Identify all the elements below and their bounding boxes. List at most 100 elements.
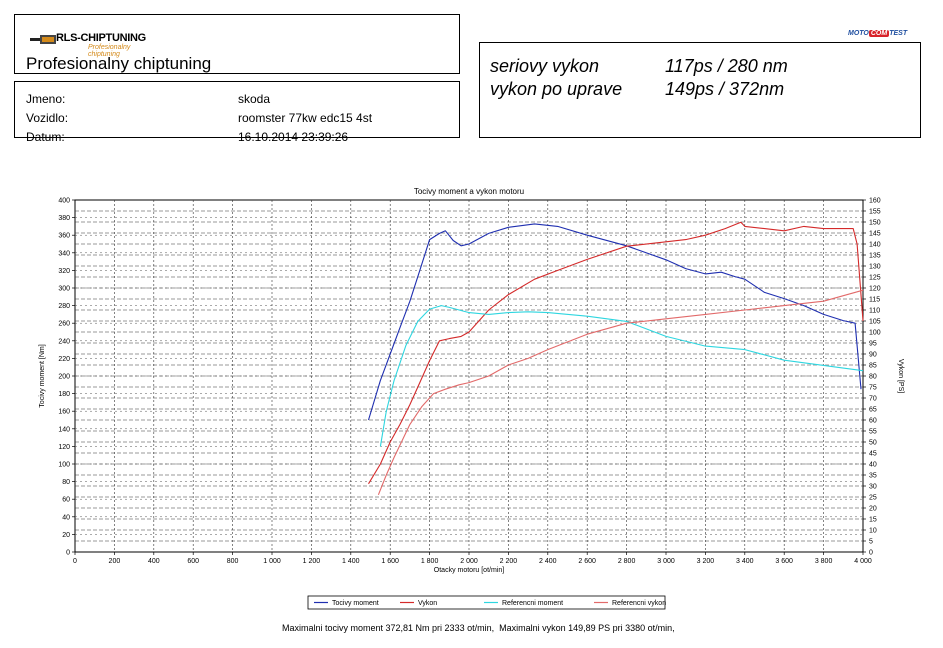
y-tick-label: 400: [58, 198, 70, 205]
x-tick-label: 200: [109, 558, 121, 565]
legend-label: Referencni moment: [502, 600, 563, 607]
x-tick-label: 1 800: [421, 558, 439, 565]
legend-label: Referencni vykon: [612, 600, 666, 607]
y-tick-label: 220: [58, 356, 70, 363]
y2-tick-label: 140: [869, 242, 881, 249]
x-tick-label: 2 000: [460, 558, 478, 565]
tuned-label: vykon po uprave: [490, 79, 623, 99]
y2-tick-label: 5: [869, 539, 873, 546]
vehicle-info-panel: [14, 81, 460, 138]
y2-tick-label: 85: [869, 363, 877, 370]
y2-tick-label: 0: [869, 550, 873, 557]
legend-label: Vykon: [418, 600, 437, 607]
y2-tick-label: 40: [869, 462, 877, 469]
motocom-part1: MOTO: [848, 30, 869, 37]
date-label: Datum:: [26, 130, 65, 144]
header-panel: [14, 14, 460, 74]
vehicle-label: Vozidlo:: [26, 111, 69, 125]
y-tick-label: 140: [58, 426, 70, 433]
y-tick-label: 300: [58, 286, 70, 293]
logo-mark-icon: [30, 35, 56, 44]
y2-tick-label: 50: [869, 440, 877, 447]
chart-title: Tocivy moment a vykon motoru: [414, 187, 524, 196]
motocom-part2: COM: [868, 30, 890, 37]
y2-tick-label: 90: [869, 352, 877, 359]
stock-value: 117ps / 280 nm: [665, 56, 788, 76]
y2-tick-label: 75: [869, 385, 877, 392]
vehicle-value: roomster 77kw edc15 4st: [238, 111, 373, 125]
series-line-2: [368, 221, 864, 485]
y2-tick-label: 105: [869, 319, 881, 326]
name-value: skoda: [238, 92, 271, 106]
series-line-1: [367, 223, 862, 421]
y2-tick-label: 65: [869, 407, 877, 414]
summary-footer: Maximalni tocivy moment 372,81 Nm pri 23…: [282, 623, 675, 633]
y2-tick-label: 120: [869, 286, 881, 293]
x-axis-label: Otacky motoru [ot/min]: [434, 567, 504, 574]
x-tick-label: 800: [227, 558, 239, 565]
date-value: 16.10.2014 23:39:26: [238, 130, 349, 144]
y2-tick-label: 30: [869, 484, 877, 491]
y-tick-label: 160: [58, 409, 70, 416]
x-tick-label: 2 400: [539, 558, 557, 565]
y-tick-label: 20: [62, 532, 70, 539]
y2-tick-label: 20: [869, 506, 877, 513]
y-tick-label: 100: [58, 462, 70, 469]
y2-tick-label: 135: [869, 253, 881, 260]
tuned-value: 149ps / 372nm: [665, 79, 785, 99]
y-tick-label: 120: [58, 444, 70, 451]
y-tick-label: 60: [62, 497, 70, 504]
motocom-part3: TEST: [889, 30, 908, 37]
legend-label: Tocivy moment: [332, 600, 379, 607]
y-tick-label: 240: [58, 338, 70, 345]
y2-tick-label: 25: [869, 495, 877, 502]
y-tick-label: 0: [66, 550, 70, 557]
y-tick-label: 320: [58, 268, 70, 275]
stock-label: seriovy vykon: [490, 56, 600, 76]
x-tick-label: 600: [187, 558, 199, 565]
logo-text: RLS-CHIPTUNING: [56, 32, 146, 44]
y-tick-label: 260: [58, 321, 70, 328]
x-tick-label: 1 400: [342, 558, 360, 565]
y2-tick-label: 125: [869, 275, 881, 282]
y2-tick-label: 115: [869, 297, 880, 304]
x-tick-label: 1 000: [263, 558, 281, 565]
y2-axis-label: Vykon [PS]: [897, 359, 904, 393]
y2-tick-label: 130: [869, 264, 881, 271]
motocom-test-logo: MOTO COM TEST: [848, 30, 910, 41]
y2-tick-label: 110: [869, 308, 880, 315]
y-tick-label: 200: [58, 374, 70, 381]
y2-tick-label: 160: [869, 198, 881, 205]
x-tick-label: 1 600: [381, 558, 399, 565]
y2-tick-label: 95: [869, 341, 877, 348]
y2-tick-label: 60: [869, 418, 877, 425]
y-tick-label: 380: [58, 215, 70, 222]
y2-tick-label: 155: [869, 209, 881, 216]
y-tick-label: 340: [58, 250, 70, 257]
y-tick-label: 360: [58, 233, 70, 240]
x-tick-label: 3 000: [657, 558, 675, 565]
y2-tick-label: 80: [869, 374, 877, 381]
y2-tick-label: 55: [869, 429, 877, 436]
y-tick-label: 180: [58, 391, 70, 398]
rls-chiptuning-logo: RLS-CHIPTUNING Profesionalny chiptuning: [30, 30, 160, 58]
x-tick-label: 3 200: [697, 558, 715, 565]
y-tick-label: 280: [58, 303, 70, 310]
y2-tick-label: 145: [869, 231, 881, 238]
y2-tick-label: 10: [869, 528, 877, 535]
y2-tick-label: 15: [869, 517, 877, 524]
y2-tick-label: 35: [869, 473, 877, 480]
y-tick-label: 40: [62, 514, 70, 521]
x-tick-label: 2 600: [578, 558, 596, 565]
x-tick-label: 3 400: [736, 558, 754, 565]
results-panel: [479, 42, 921, 138]
name-label: Jmeno:: [26, 92, 66, 106]
y2-tick-label: 100: [869, 330, 881, 337]
x-tick-label: 2 200: [500, 558, 518, 565]
x-tick-label: 4 000: [854, 558, 872, 565]
y-tick-label: 80: [62, 479, 70, 486]
series-line-4: [377, 289, 864, 496]
x-tick-label: 3 800: [815, 558, 833, 565]
y2-tick-label: 70: [869, 396, 877, 403]
